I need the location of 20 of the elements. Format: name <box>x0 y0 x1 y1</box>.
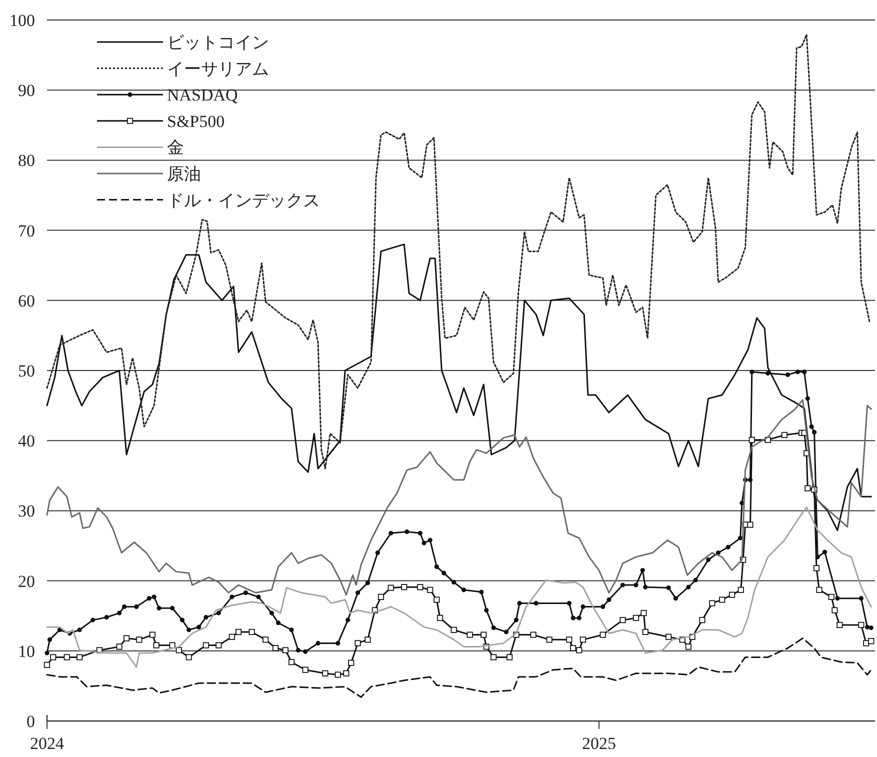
legend-label: 金 <box>167 138 184 158</box>
x-tick-label: 2025 <box>582 734 616 753</box>
legend-label: ビットコイン <box>167 33 269 52</box>
y-tick-label: 100 <box>10 11 35 30</box>
legend-label: イーサリアム <box>167 59 269 78</box>
y-tick-label: 90 <box>18 81 35 100</box>
y-tick-label: 60 <box>18 291 35 310</box>
legend-label: NASDAQ <box>167 86 238 105</box>
legend-label: ドル・インデックス <box>167 190 320 210</box>
y-tick-label: 70 <box>18 221 35 240</box>
y-tick-label: 20 <box>18 572 35 591</box>
y-tick-label: 30 <box>18 502 35 521</box>
legend-label: S&P500 <box>167 112 225 131</box>
y-tick-label: 10 <box>18 642 35 661</box>
y-tick-label: 50 <box>18 362 35 380</box>
y-tick-label: 0 <box>26 712 35 731</box>
y-tick-label: 40 <box>18 432 35 451</box>
y-tick-label: 80 <box>18 151 35 170</box>
x-tick-label: 2024 <box>30 734 64 753</box>
legend-label: 原油 <box>167 164 201 184</box>
